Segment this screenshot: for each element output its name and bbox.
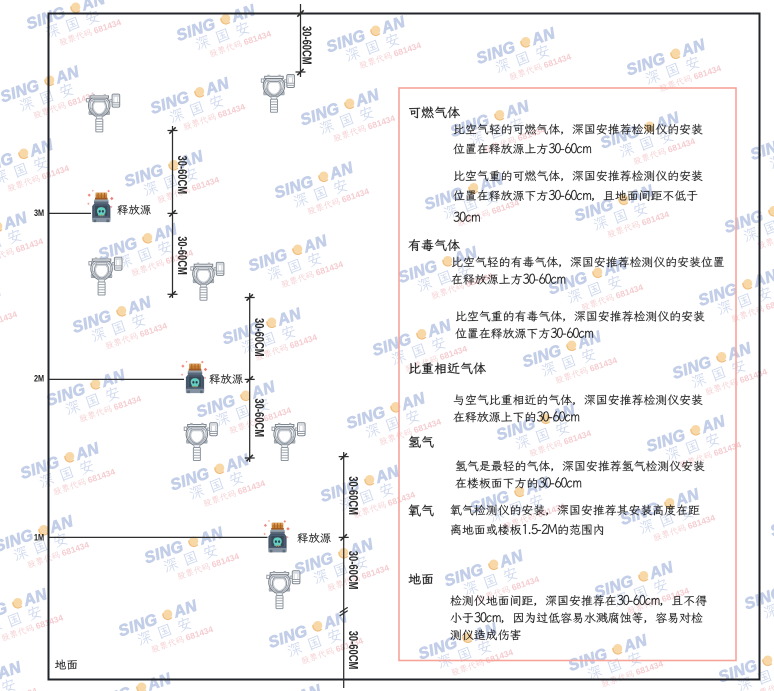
svg-text:30-60CM: 30-60CM (251, 398, 265, 437)
svg-text:30-60CM: 30-60CM (175, 156, 189, 195)
svg-text:30-60CM: 30-60CM (175, 236, 189, 275)
svg-text:30-60CM: 30-60CM (346, 551, 360, 590)
svg-text:30-60CM: 30-60CM (251, 318, 265, 357)
svg-text:30-60CM: 30-60CM (346, 631, 360, 670)
svg-text:1M: 1M (34, 532, 44, 543)
svg-text:2M: 2M (34, 372, 44, 383)
svg-text:30-60CM: 30-60CM (346, 476, 360, 515)
svg-text:30-60CM: 30-60CM (299, 26, 313, 65)
svg-text:3M: 3M (34, 207, 44, 218)
